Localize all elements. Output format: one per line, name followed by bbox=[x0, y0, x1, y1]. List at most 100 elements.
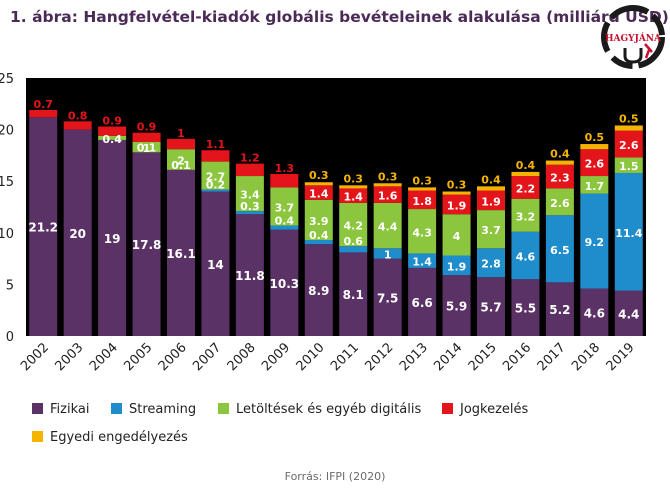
data-label: 3.7 bbox=[275, 201, 295, 214]
data-label: 19 bbox=[104, 232, 121, 246]
legend-swatch bbox=[442, 403, 453, 414]
bar-segment bbox=[339, 188, 368, 203]
data-label: 0.4 bbox=[102, 133, 122, 146]
bar-segment bbox=[614, 130, 643, 158]
bar-segment bbox=[167, 149, 195, 170]
bar-segment bbox=[545, 282, 574, 336]
data-label: 2.7 bbox=[206, 171, 226, 184]
legend-label: Letöltések és egyéb digitális bbox=[236, 402, 421, 417]
bar-segment bbox=[442, 194, 471, 215]
bar-segment bbox=[235, 163, 264, 177]
bar-segment bbox=[201, 150, 230, 162]
x-tick-label: 2016 bbox=[500, 340, 534, 374]
data-label: 3.4 bbox=[240, 189, 260, 202]
bar-segment bbox=[408, 209, 437, 254]
legend-swatch bbox=[32, 403, 43, 414]
data-label: 0.3 bbox=[412, 174, 432, 187]
y-tick-label: 0 bbox=[6, 330, 14, 345]
data-label: 1.1 bbox=[206, 138, 226, 151]
bar-segment bbox=[373, 202, 402, 249]
legend-swatch bbox=[111, 403, 122, 414]
x-tick-label: 2018 bbox=[569, 340, 603, 374]
data-label: 0.9 bbox=[102, 115, 122, 128]
bar-segment bbox=[98, 126, 127, 136]
x-tick-label: 2017 bbox=[535, 340, 569, 374]
data-label: 5.7 bbox=[480, 301, 501, 315]
data-label: 1.7 bbox=[585, 180, 605, 193]
bar-segment bbox=[63, 121, 92, 130]
x-tick-label: 2007 bbox=[190, 340, 224, 374]
bar-segment bbox=[29, 117, 58, 336]
data-label: 3.7 bbox=[481, 224, 501, 237]
data-label: 9.2 bbox=[585, 236, 605, 249]
bar-segment bbox=[477, 186, 505, 191]
bar-segment bbox=[442, 191, 471, 195]
data-label: 14 bbox=[207, 258, 224, 272]
bar-segment bbox=[511, 171, 540, 177]
bar-segment bbox=[614, 290, 643, 336]
data-label: 4 bbox=[453, 230, 461, 243]
bar-segment bbox=[270, 229, 299, 336]
data-label: 1.4 bbox=[412, 256, 432, 269]
data-label: 0.3 bbox=[240, 200, 260, 213]
bar-segment bbox=[477, 248, 505, 278]
y-tick-label: 15 bbox=[0, 175, 14, 190]
bar-segment bbox=[408, 253, 437, 268]
data-label: 1.2 bbox=[240, 152, 260, 165]
data-label: 4.2 bbox=[343, 220, 363, 233]
data-label: 8.1 bbox=[343, 288, 364, 302]
bar-segment bbox=[545, 188, 574, 216]
bar-segment bbox=[442, 214, 471, 256]
data-label: 4.3 bbox=[412, 226, 432, 239]
x-tick-label: 2015 bbox=[466, 340, 500, 374]
data-label: 2.6 bbox=[619, 139, 639, 152]
data-label: 7.5 bbox=[377, 291, 398, 305]
bar-segment bbox=[477, 277, 505, 336]
bar-segment bbox=[270, 187, 299, 226]
y-tick-label: 5 bbox=[6, 278, 14, 293]
bar-segment bbox=[235, 211, 264, 215]
data-label: 3.2 bbox=[516, 210, 536, 223]
bar-segment bbox=[545, 164, 574, 189]
bar-segment bbox=[511, 198, 540, 232]
data-label: 0.4 bbox=[275, 215, 295, 228]
data-label: 16.1 bbox=[166, 247, 196, 261]
bar-segment bbox=[373, 186, 402, 203]
plot-background bbox=[26, 78, 646, 336]
bar-segment bbox=[98, 135, 127, 140]
data-label: 1 bbox=[143, 142, 151, 155]
bar-segment bbox=[167, 169, 195, 336]
legend-label: Egyedi engedélyezés bbox=[50, 430, 188, 445]
bar-segment bbox=[373, 183, 402, 187]
bar-segment bbox=[270, 173, 299, 188]
data-label: 2 bbox=[177, 155, 185, 168]
legend-swatch bbox=[218, 403, 229, 414]
data-label: 1.9 bbox=[447, 199, 467, 212]
bar-segment bbox=[201, 191, 230, 336]
bar-segment bbox=[545, 215, 574, 283]
data-label: 1.5 bbox=[619, 160, 639, 173]
bar-segment bbox=[304, 199, 333, 241]
source-note: Forrás: IFPI (2020) bbox=[284, 470, 386, 483]
bar-segment bbox=[477, 190, 505, 211]
data-label: 0.2 bbox=[206, 178, 226, 191]
bar-segment bbox=[29, 109, 58, 118]
x-tick-label: 2008 bbox=[225, 340, 259, 374]
data-label: 4.6 bbox=[516, 251, 536, 264]
x-tick-label: 2004 bbox=[87, 340, 121, 374]
data-label: 2.3 bbox=[550, 172, 570, 185]
data-label: 0.4 bbox=[309, 229, 329, 242]
bar-segment bbox=[167, 138, 195, 150]
data-label: 0.8 bbox=[68, 109, 88, 122]
bar-segment bbox=[304, 244, 333, 336]
data-label: 4.4 bbox=[618, 307, 639, 321]
bar-segment bbox=[304, 182, 333, 186]
bar-segment bbox=[511, 176, 540, 199]
data-label: 1.8 bbox=[412, 195, 432, 208]
data-label: 2.8 bbox=[481, 258, 501, 271]
legend-swatch bbox=[32, 431, 43, 442]
x-tick-label: 2014 bbox=[431, 340, 465, 374]
bar-segment bbox=[132, 141, 161, 153]
data-label: 5.2 bbox=[549, 303, 570, 317]
